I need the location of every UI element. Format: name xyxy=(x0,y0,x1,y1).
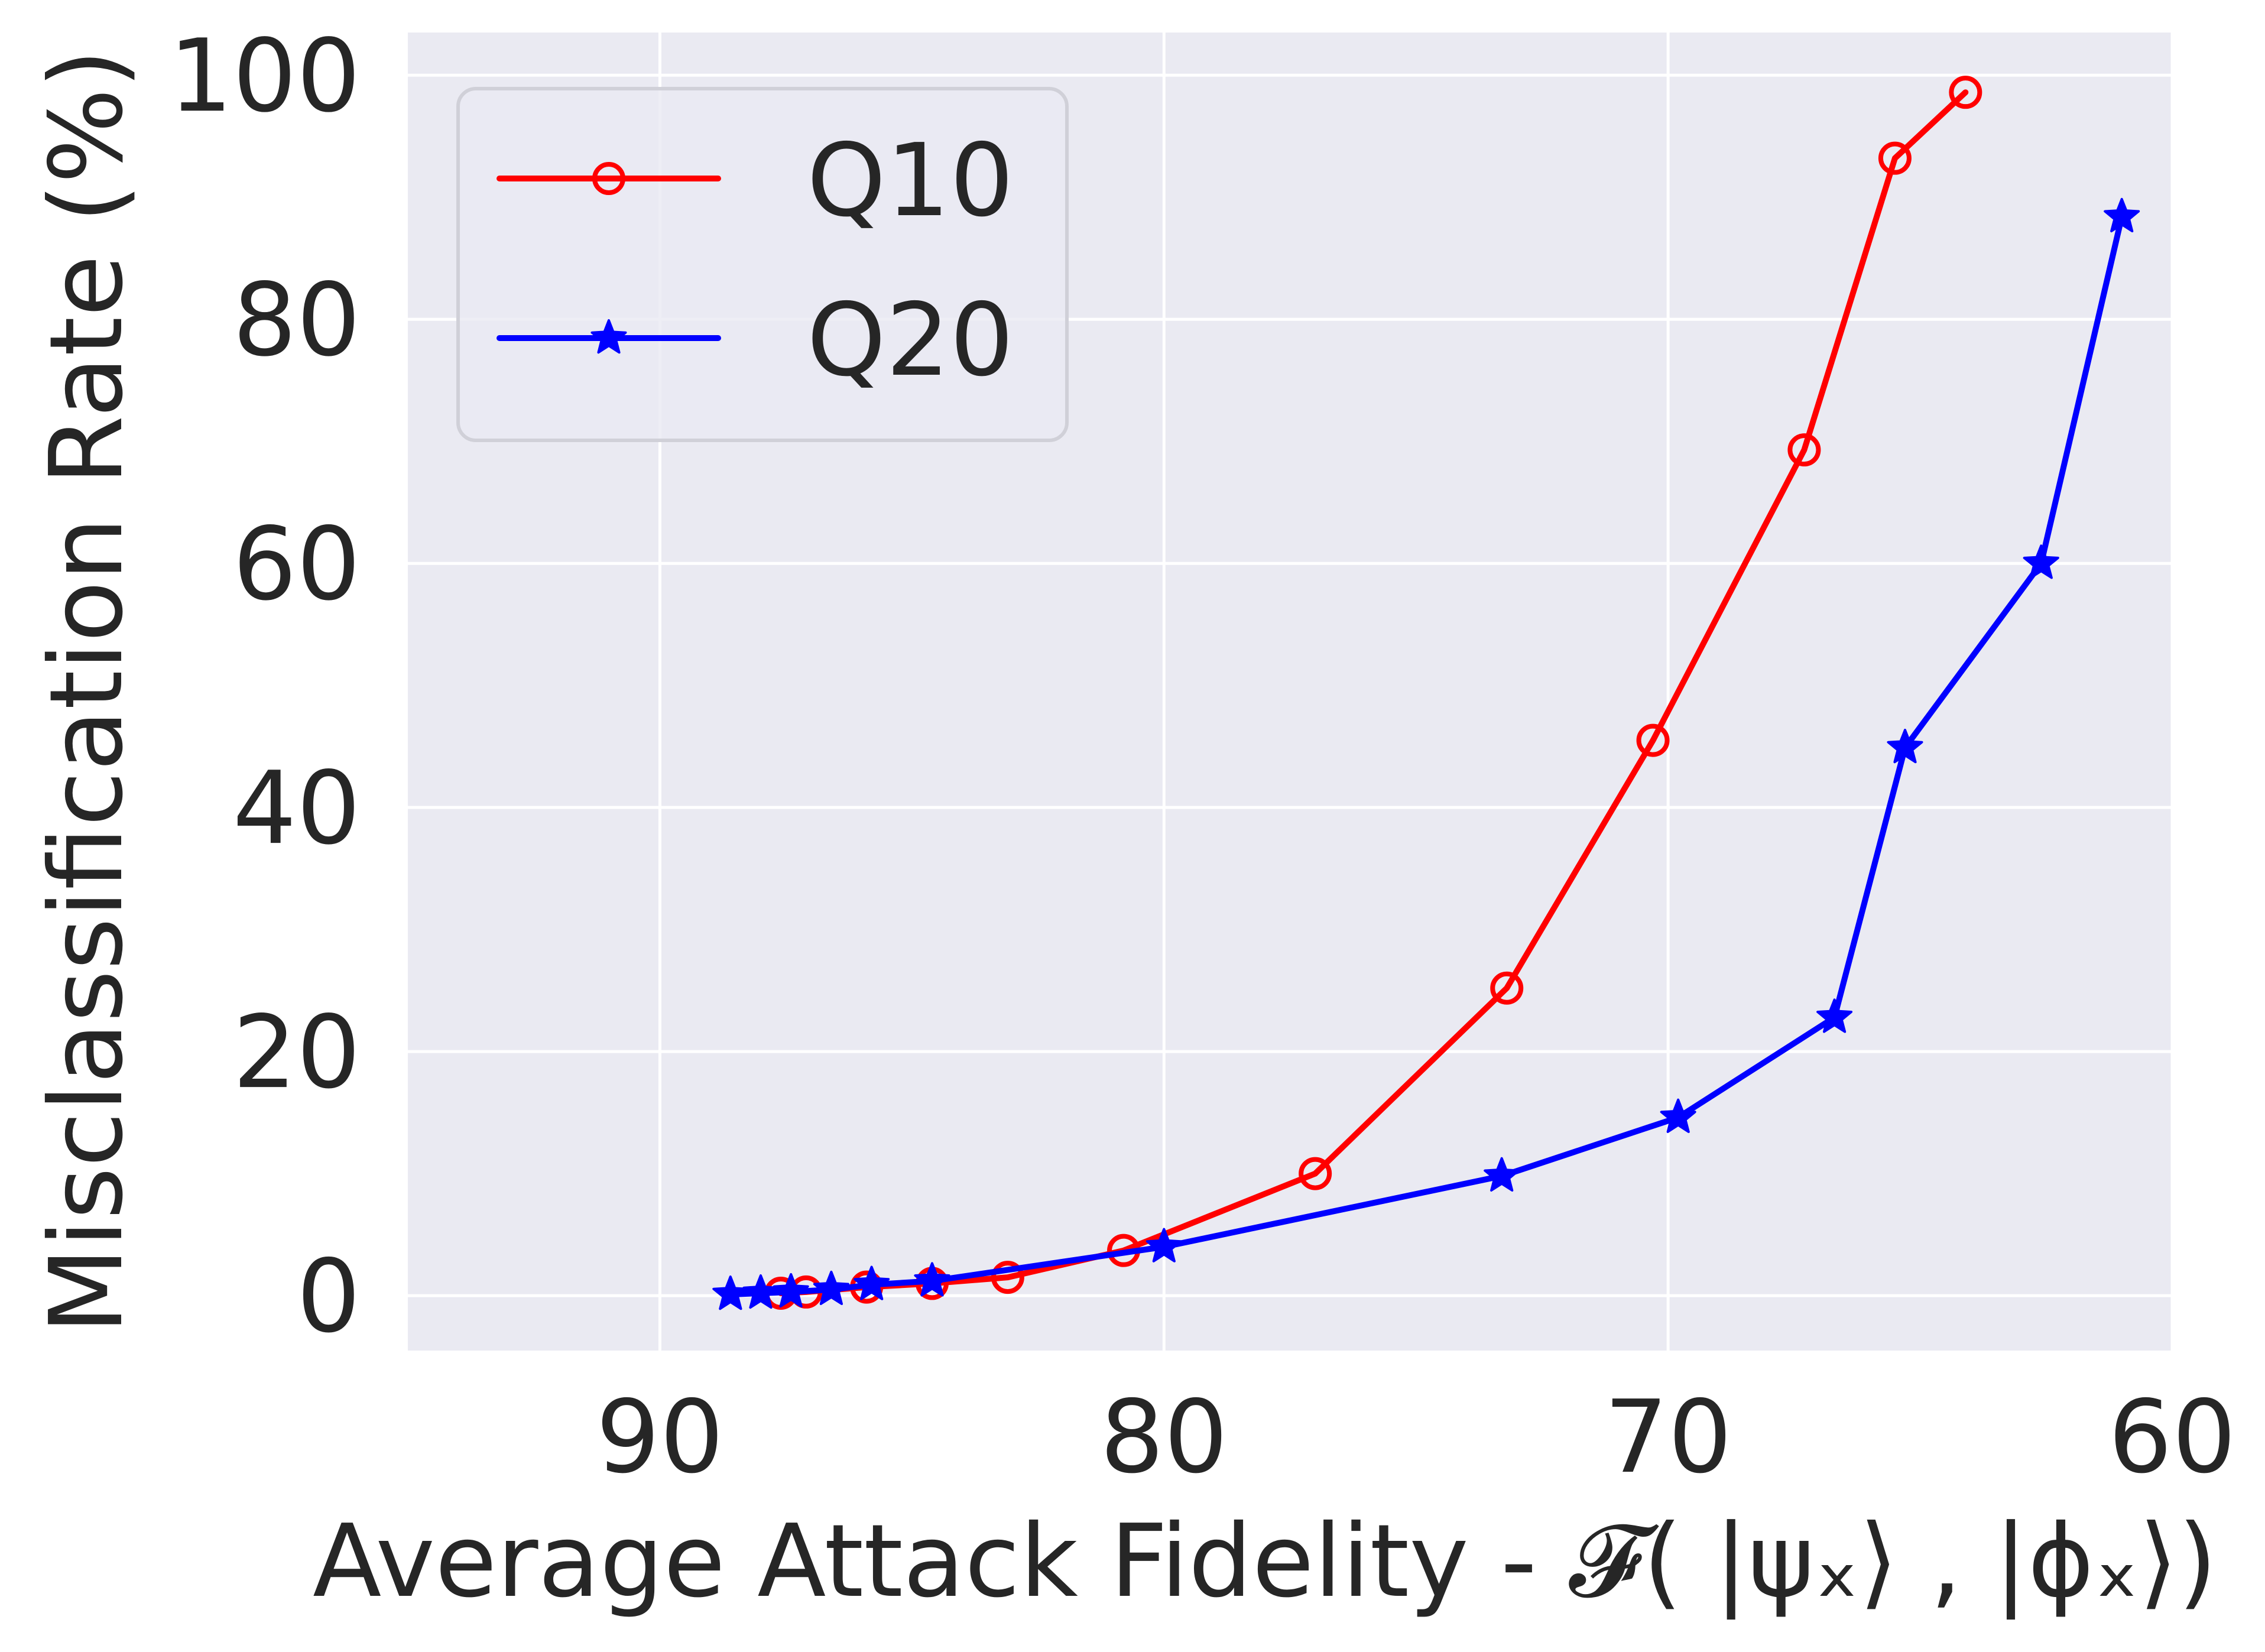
data-point xyxy=(2023,544,2059,579)
x-axis-label: Average Attack Fidelity - 𝓕( |ψₓ⟩ , |ϕₓ⟩… xyxy=(313,1503,2217,1620)
y-tick-label: 60 xyxy=(233,506,361,623)
x-tick-label: 60 xyxy=(2108,1379,2236,1496)
data-point xyxy=(1787,433,1821,467)
data-point xyxy=(1949,76,1982,109)
series-layer xyxy=(712,76,2140,1310)
y-tick-label: 100 xyxy=(169,18,361,135)
data-point xyxy=(914,1262,950,1297)
data-point xyxy=(813,1270,849,1305)
x-tick-labels: 90 80 70 60 xyxy=(596,1379,2236,1496)
x-tick-label: 90 xyxy=(596,1379,723,1496)
data-point xyxy=(2104,197,2140,233)
data-point xyxy=(1878,141,1912,175)
data-point xyxy=(1299,1157,1332,1190)
legend-label: Q10 xyxy=(807,122,1014,239)
data-point xyxy=(1490,971,1524,1005)
legend-item-q20: Q20 xyxy=(497,282,1014,399)
data-point xyxy=(854,1265,890,1300)
legend-marker xyxy=(592,162,625,195)
legend-marker xyxy=(590,319,627,354)
legend-label: Q20 xyxy=(807,282,1014,399)
series-q20 xyxy=(712,197,2140,1310)
legend-item-q10: Q10 xyxy=(497,122,1014,239)
y-tick-label: 0 xyxy=(297,1238,361,1355)
y-tick-label: 80 xyxy=(233,262,361,379)
y-tick-label: 20 xyxy=(233,994,361,1111)
data-point xyxy=(1146,1228,1182,1262)
data-point xyxy=(1887,729,1923,764)
x-tick-label: 70 xyxy=(1604,1379,1732,1496)
data-point xyxy=(773,1273,809,1308)
y-tick-label: 40 xyxy=(233,750,361,867)
data-point xyxy=(1816,998,1853,1033)
data-point xyxy=(1660,1098,1696,1133)
data-point xyxy=(991,1261,1024,1294)
data-point xyxy=(1484,1157,1520,1192)
data-point xyxy=(1636,723,1670,757)
x-tick-label: 80 xyxy=(1100,1379,1228,1496)
y-axis-label: Misclassification Rate (%) xyxy=(28,49,145,1334)
y-tick-labels: 0 20 40 60 80 100 xyxy=(169,18,361,1355)
